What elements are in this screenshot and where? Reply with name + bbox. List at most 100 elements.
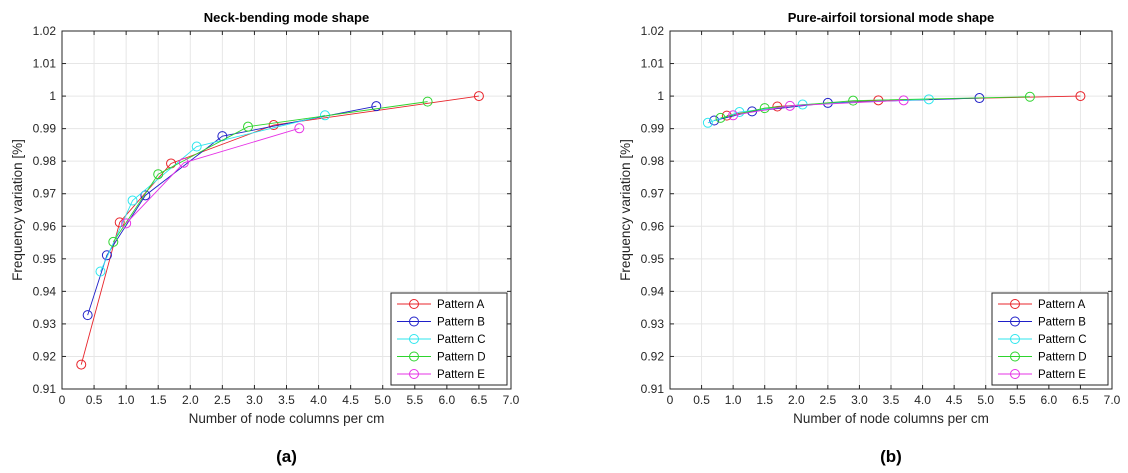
y-tick-label: 1.02 (33, 24, 57, 38)
chart-title: Pure-airfoil torsional mode shape (788, 10, 995, 25)
x-tick-label: 7.0 (503, 393, 520, 407)
legend-label: Pattern B (1038, 317, 1086, 329)
legend-marker (409, 316, 419, 327)
y-tick-label: 0.96 (641, 219, 665, 233)
x-tick-label: 3.0 (246, 393, 263, 407)
legend: Pattern A Pattern B Pattern C Pattern D Patt… (390, 292, 508, 386)
legend-marker (1010, 316, 1020, 327)
y-tick-label: 1.02 (641, 24, 665, 38)
x-tick-label: 2.0 (182, 393, 199, 407)
legend-marker (409, 334, 419, 344)
legend-entry: Pattern C (397, 334, 486, 346)
y-tick-label: 0.92 (33, 349, 57, 363)
x-tick-label: 5.5 (406, 393, 423, 407)
x-tick-label: 4.0 (310, 393, 327, 407)
y-tick-label: 0.97 (641, 187, 665, 201)
series-pattern-d (108, 96, 433, 247)
data-point (82, 310, 93, 321)
y-axis-label: Frequency variation [%] (618, 139, 633, 281)
y-tick-label: 0.99 (33, 122, 57, 136)
legend-entry: Pattern E (998, 369, 1086, 381)
y-tick-label: 1 (657, 89, 664, 103)
y-tick-label: 0.92 (641, 349, 665, 363)
x-tick-label: 0.5 (693, 393, 710, 407)
y-tick-label: 0.97 (33, 187, 57, 201)
legend-entry: Pattern E (397, 369, 485, 381)
data-point (101, 250, 112, 261)
data-point (114, 217, 125, 228)
legend-marker (1010, 351, 1020, 362)
x-tick-label: 2.5 (820, 393, 837, 407)
y-tick-label: 0.91 (33, 382, 57, 396)
y-tick-label: 0.95 (641, 252, 665, 266)
y-tick-label: 0.99 (641, 122, 665, 136)
y-axis-label: Frequency variation [%] (10, 139, 25, 281)
series-line (733, 99, 904, 116)
x-tick-label: 1.5 (150, 393, 167, 407)
series-line (80, 95, 479, 365)
data-point (294, 123, 305, 134)
y-tick-label: 0.94 (33, 284, 57, 298)
x-tick-label: 1.5 (756, 393, 773, 407)
data-point (121, 218, 132, 229)
data-point (191, 141, 202, 152)
legend-marker (1010, 369, 1020, 379)
series-pattern-e (728, 95, 909, 121)
series-line (720, 96, 1030, 119)
legend: Pattern A Pattern B Pattern C Pattern D Patt… (991, 292, 1109, 386)
y-tick-label: 1.01 (641, 57, 665, 71)
data-point (153, 169, 164, 180)
x-tick-label: 6.0 (1041, 393, 1058, 407)
data-point (759, 103, 770, 114)
chart-title: Neck-bending mode shape (204, 10, 369, 25)
legend-marker (409, 369, 419, 379)
legend-label: Pattern C (1038, 334, 1087, 346)
series-pattern-b (82, 101, 382, 321)
series-line (100, 114, 326, 272)
y-tick-label: 0.95 (33, 252, 57, 266)
data-point (709, 115, 720, 126)
legend-label: Pattern E (1038, 369, 1086, 381)
legend-entry: Pattern D (397, 351, 486, 364)
legend-entry: Pattern A (397, 299, 485, 311)
x-tick-label: 3.0 (851, 393, 868, 407)
y-tick-label: 0.96 (33, 219, 57, 233)
x-tick-label: 6.5 (471, 393, 488, 407)
legend-marker (1010, 299, 1020, 309)
series-pattern-d (715, 91, 1035, 123)
series-line (125, 127, 300, 224)
legend-label: Pattern B (437, 317, 485, 329)
data-point (784, 100, 795, 111)
data-point (734, 107, 745, 118)
x-tick-label: 0 (59, 393, 66, 407)
series-line (87, 105, 377, 316)
x-tick-label: 0 (667, 393, 674, 407)
panel-label: (b) (880, 447, 902, 466)
series-line (112, 101, 428, 243)
x-tick-label: 2.0 (788, 393, 805, 407)
data-point (108, 236, 119, 247)
legend-marker (409, 351, 419, 362)
data-point (702, 117, 713, 128)
legend-entry: Pattern B (397, 316, 485, 329)
legend-marker (1010, 334, 1020, 344)
x-tick-label: 5.5 (1009, 393, 1026, 407)
legend-label: Pattern D (437, 352, 486, 364)
legend-entry: Pattern B (998, 316, 1086, 329)
x-tick-label: 3.5 (883, 393, 900, 407)
x-tick-label: 0.5 (86, 393, 103, 407)
data-point (422, 96, 433, 107)
data-point (127, 195, 138, 206)
legend-entry: Pattern A (998, 299, 1086, 311)
y-tick-label: 0.94 (641, 284, 665, 298)
data-point (1075, 91, 1086, 102)
data-point (140, 190, 151, 201)
y-tick-label: 0.98 (33, 154, 57, 168)
data-point (76, 359, 87, 370)
y-tick-label: 0.93 (641, 317, 665, 331)
x-tick-label: 2.5 (214, 393, 231, 407)
data-point (371, 101, 382, 112)
data-point (1024, 91, 1035, 102)
